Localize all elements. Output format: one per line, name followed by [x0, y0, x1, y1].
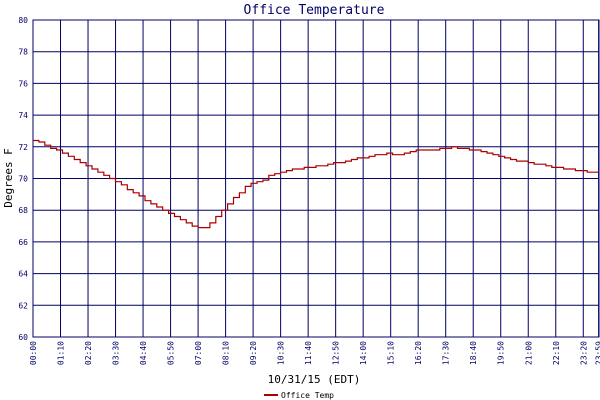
x-tick-label: 22:10: [552, 341, 561, 365]
grid: [32, 19, 600, 338]
x-tick-label: 07:00: [194, 341, 203, 365]
x-tick-label: 18:40: [469, 341, 478, 365]
x-tick-label: 02:20: [84, 341, 93, 365]
x-tick-label: 04:40: [139, 341, 148, 365]
x-axis-label: 10/31/15 (EDT): [268, 373, 361, 386]
x-tick-label: 17:30: [442, 341, 451, 365]
chart-title: Office Temperature: [244, 3, 385, 18]
y-tick-label: 66: [18, 238, 28, 247]
y-tick-label: 78: [18, 48, 28, 57]
x-tick-label: 23:59: [595, 341, 600, 365]
x-tick-label: 00:00: [29, 341, 38, 365]
x-tick-label: 10:30: [277, 341, 286, 365]
x-tick-label: 05:50: [167, 341, 176, 365]
plot-frame: [32, 19, 600, 338]
y-tick-label: 80: [18, 16, 28, 25]
x-tick-label: 12:50: [332, 341, 341, 365]
x-tick-label: 15:10: [387, 341, 396, 365]
y-tick-label: 74: [18, 111, 28, 120]
series-layer: [33, 139, 599, 229]
x-tick-label: 19:50: [497, 341, 506, 365]
x-axis-ticks: 00:00 01:10 02:20 03:30 04:40 05:50 07:00 08:10…: [29, 341, 600, 365]
x-tick-label: 08:10: [222, 341, 231, 365]
y-tick-label: 72: [18, 143, 28, 152]
y-tick-label: 64: [18, 270, 28, 279]
y-tick-label: 68: [18, 206, 28, 215]
x-tick-label: 16:20: [414, 341, 423, 365]
x-tick-label: 09:20: [249, 341, 258, 365]
y-tick-label: 60: [18, 333, 28, 342]
x-tick-label: 03:30: [112, 341, 121, 365]
y-axis-label: Degrees F: [2, 148, 15, 208]
legend: Office Temp: [264, 391, 334, 400]
x-tick-label: 21:00: [524, 341, 533, 365]
x-tick-label: 01:10: [57, 341, 66, 365]
y-tick-label: 62: [18, 301, 28, 310]
legend-label-office-temp: Office Temp: [281, 391, 334, 400]
x-tick-label: 11:40: [304, 341, 313, 365]
y-tick-label: 70: [18, 175, 28, 184]
series-line-office-temp: [33, 139, 599, 229]
x-tick-label: 23:20: [579, 341, 588, 365]
y-axis-ticks: 60 62 64 66 68 70 72 74 76 78 80: [18, 16, 28, 342]
x-tick-label: 14:00: [359, 341, 368, 365]
y-tick-label: 76: [18, 79, 28, 88]
